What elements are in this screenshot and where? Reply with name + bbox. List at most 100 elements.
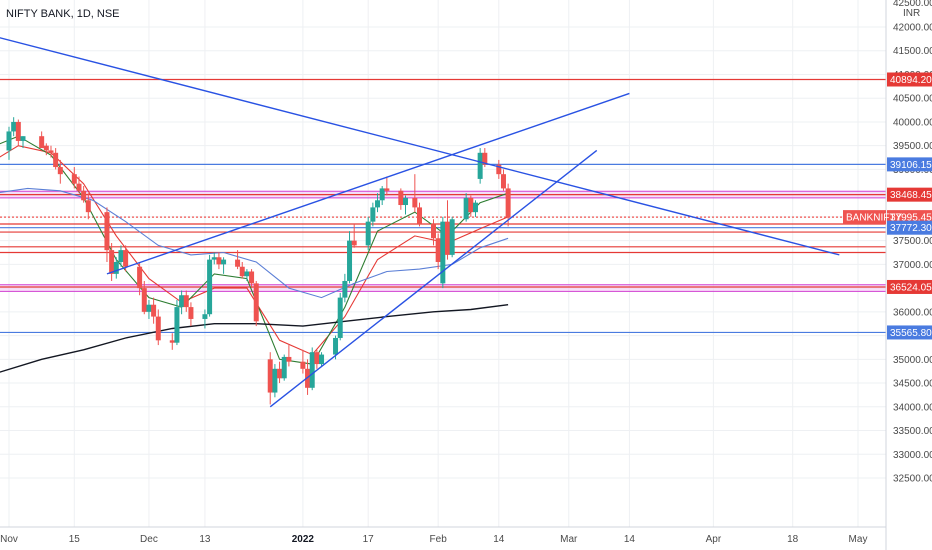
price-tick-label: 40500.00 xyxy=(893,94,932,105)
price-tick-label: 40000.00 xyxy=(893,117,932,128)
candle xyxy=(347,231,353,284)
candle xyxy=(239,261,245,279)
candle-body xyxy=(435,238,441,262)
candle xyxy=(188,302,194,327)
price-tag-label: 40894.20 xyxy=(890,75,932,86)
price-tag: 37772.30 xyxy=(887,220,932,235)
candle-body xyxy=(113,261,119,274)
candle-body xyxy=(337,297,343,338)
candle-body xyxy=(370,207,376,222)
price-tag-bg xyxy=(887,72,932,87)
moving-average-line xyxy=(0,135,509,365)
candle-body xyxy=(286,356,292,362)
candle xyxy=(342,273,348,303)
candle xyxy=(85,193,91,220)
candle-body xyxy=(505,188,511,218)
horizontal-levels[interactable] xyxy=(0,78,886,334)
candle xyxy=(379,186,385,206)
time-tick-label: 15 xyxy=(69,534,81,545)
candle xyxy=(431,219,436,246)
candle xyxy=(468,195,474,217)
candle xyxy=(444,200,450,260)
candle-body xyxy=(151,304,157,317)
candle-body xyxy=(235,259,241,267)
time-tick-label: 14 xyxy=(493,534,505,545)
candle-body xyxy=(85,200,91,213)
candle xyxy=(155,309,161,346)
time-tick-label: Mar xyxy=(560,534,578,545)
candle-body xyxy=(398,190,404,206)
price-tag: 40894.20 xyxy=(887,72,932,87)
candle xyxy=(370,202,376,227)
candle xyxy=(500,169,506,191)
candle-body xyxy=(169,340,175,343)
price-tick-label: 41500.00 xyxy=(893,46,932,57)
trendline[interactable] xyxy=(0,36,840,256)
candle xyxy=(417,202,423,227)
candle xyxy=(384,176,390,196)
candle xyxy=(235,250,241,270)
candle-body xyxy=(267,359,273,393)
price-tag-bg xyxy=(887,279,932,294)
price-tick-label: 35000.00 xyxy=(893,355,932,366)
price-tick-label: 33000.00 xyxy=(893,450,932,461)
price-tick-label: 34000.00 xyxy=(893,402,932,413)
candle-body xyxy=(81,190,87,201)
time-axis[interactable]: Nov 15 Dec 13 2022 17 Feb 14 Mar 14 Apr 18 May xyxy=(0,534,867,545)
candle xyxy=(11,117,17,137)
candle-body xyxy=(57,167,63,175)
candle-body xyxy=(333,337,339,355)
candle-body xyxy=(463,197,469,220)
candle-body xyxy=(109,250,115,274)
candle-body xyxy=(39,136,45,149)
price-axis[interactable]: 32500.00 33000.00 33500.00 34000.00 34500.00… xyxy=(893,23,932,485)
candle-body xyxy=(300,361,306,369)
candle-body xyxy=(319,354,325,365)
price-tag-bg xyxy=(887,187,932,202)
price-tag-bg xyxy=(887,210,932,225)
candle-body xyxy=(440,221,446,284)
currency-label: INR xyxy=(903,8,920,19)
candle-body xyxy=(351,240,357,246)
moving-averages xyxy=(0,135,509,373)
candle xyxy=(43,143,49,156)
candle xyxy=(141,280,147,315)
trendlines[interactable] xyxy=(0,36,840,408)
price-tick-label: 33500.00 xyxy=(893,426,932,437)
candle xyxy=(81,186,87,203)
candle xyxy=(253,280,259,327)
trendline[interactable] xyxy=(269,149,598,408)
candle xyxy=(272,364,278,398)
chart-title: NIFTY BANK, 1D, NSE xyxy=(6,8,120,20)
price-tick-label: 36000.00 xyxy=(893,307,932,318)
price-tag: 39106.15 xyxy=(887,157,932,172)
price-tick-label: 37000.00 xyxy=(893,260,932,271)
candle-body xyxy=(183,295,189,308)
price-tag-label: 36524.05 xyxy=(890,282,932,293)
time-tick-label: Feb xyxy=(430,534,448,545)
candle-body xyxy=(277,368,283,379)
candle xyxy=(277,361,283,384)
candle-body xyxy=(207,259,213,315)
candle-body xyxy=(123,250,129,267)
candle xyxy=(403,195,409,215)
trendline[interactable] xyxy=(106,92,630,275)
price-tag-bg xyxy=(887,157,932,172)
price-tick-label: 37500.00 xyxy=(893,236,932,247)
price-tag-label: 37772.30 xyxy=(890,223,932,234)
time-tick-label: 2022 xyxy=(292,534,315,545)
candle xyxy=(286,345,292,367)
candle xyxy=(71,167,77,189)
time-tick-label: Apr xyxy=(706,534,722,545)
price-tag-label: 37995.45 xyxy=(890,213,932,224)
candle-body xyxy=(188,307,194,319)
candle xyxy=(472,200,478,217)
candle xyxy=(337,292,343,341)
candle xyxy=(300,349,306,374)
candle-body xyxy=(375,200,381,208)
price-tag: 35565.80 xyxy=(887,325,932,340)
candle xyxy=(207,254,213,317)
candle-body xyxy=(472,202,478,213)
price-tick-label: 32500.00 xyxy=(893,474,932,485)
